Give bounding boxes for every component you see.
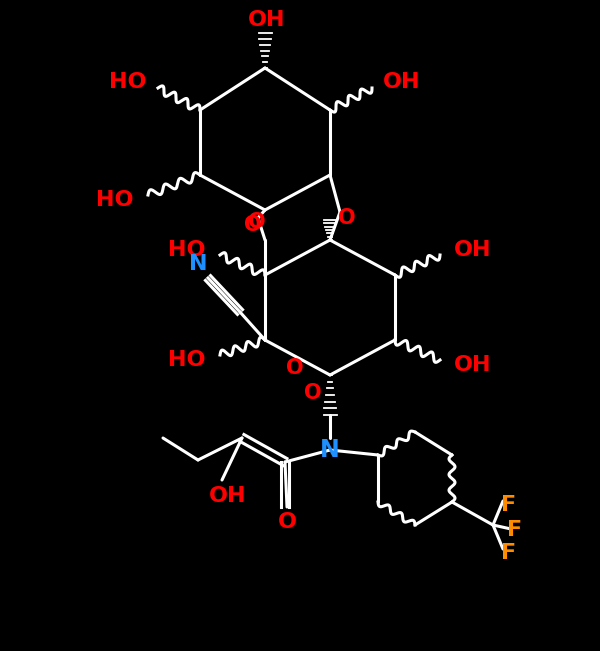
Text: OH: OH: [209, 486, 247, 506]
Text: HO: HO: [109, 72, 147, 92]
Text: HO: HO: [168, 240, 206, 260]
Text: OH: OH: [383, 72, 421, 92]
Text: N: N: [189, 254, 207, 274]
Text: HO: HO: [96, 190, 134, 210]
Text: O: O: [338, 208, 356, 228]
Text: O: O: [277, 512, 296, 532]
Text: O: O: [248, 212, 266, 232]
Text: F: F: [502, 543, 517, 563]
Text: OH: OH: [248, 10, 286, 30]
Text: OH: OH: [454, 355, 492, 375]
Text: O: O: [244, 215, 262, 235]
Text: OH: OH: [454, 240, 492, 260]
Text: F: F: [502, 495, 517, 515]
Text: N: N: [320, 438, 340, 462]
Text: F: F: [508, 520, 523, 540]
Text: O: O: [304, 383, 322, 403]
Text: O: O: [286, 358, 304, 378]
Text: HO: HO: [168, 350, 206, 370]
